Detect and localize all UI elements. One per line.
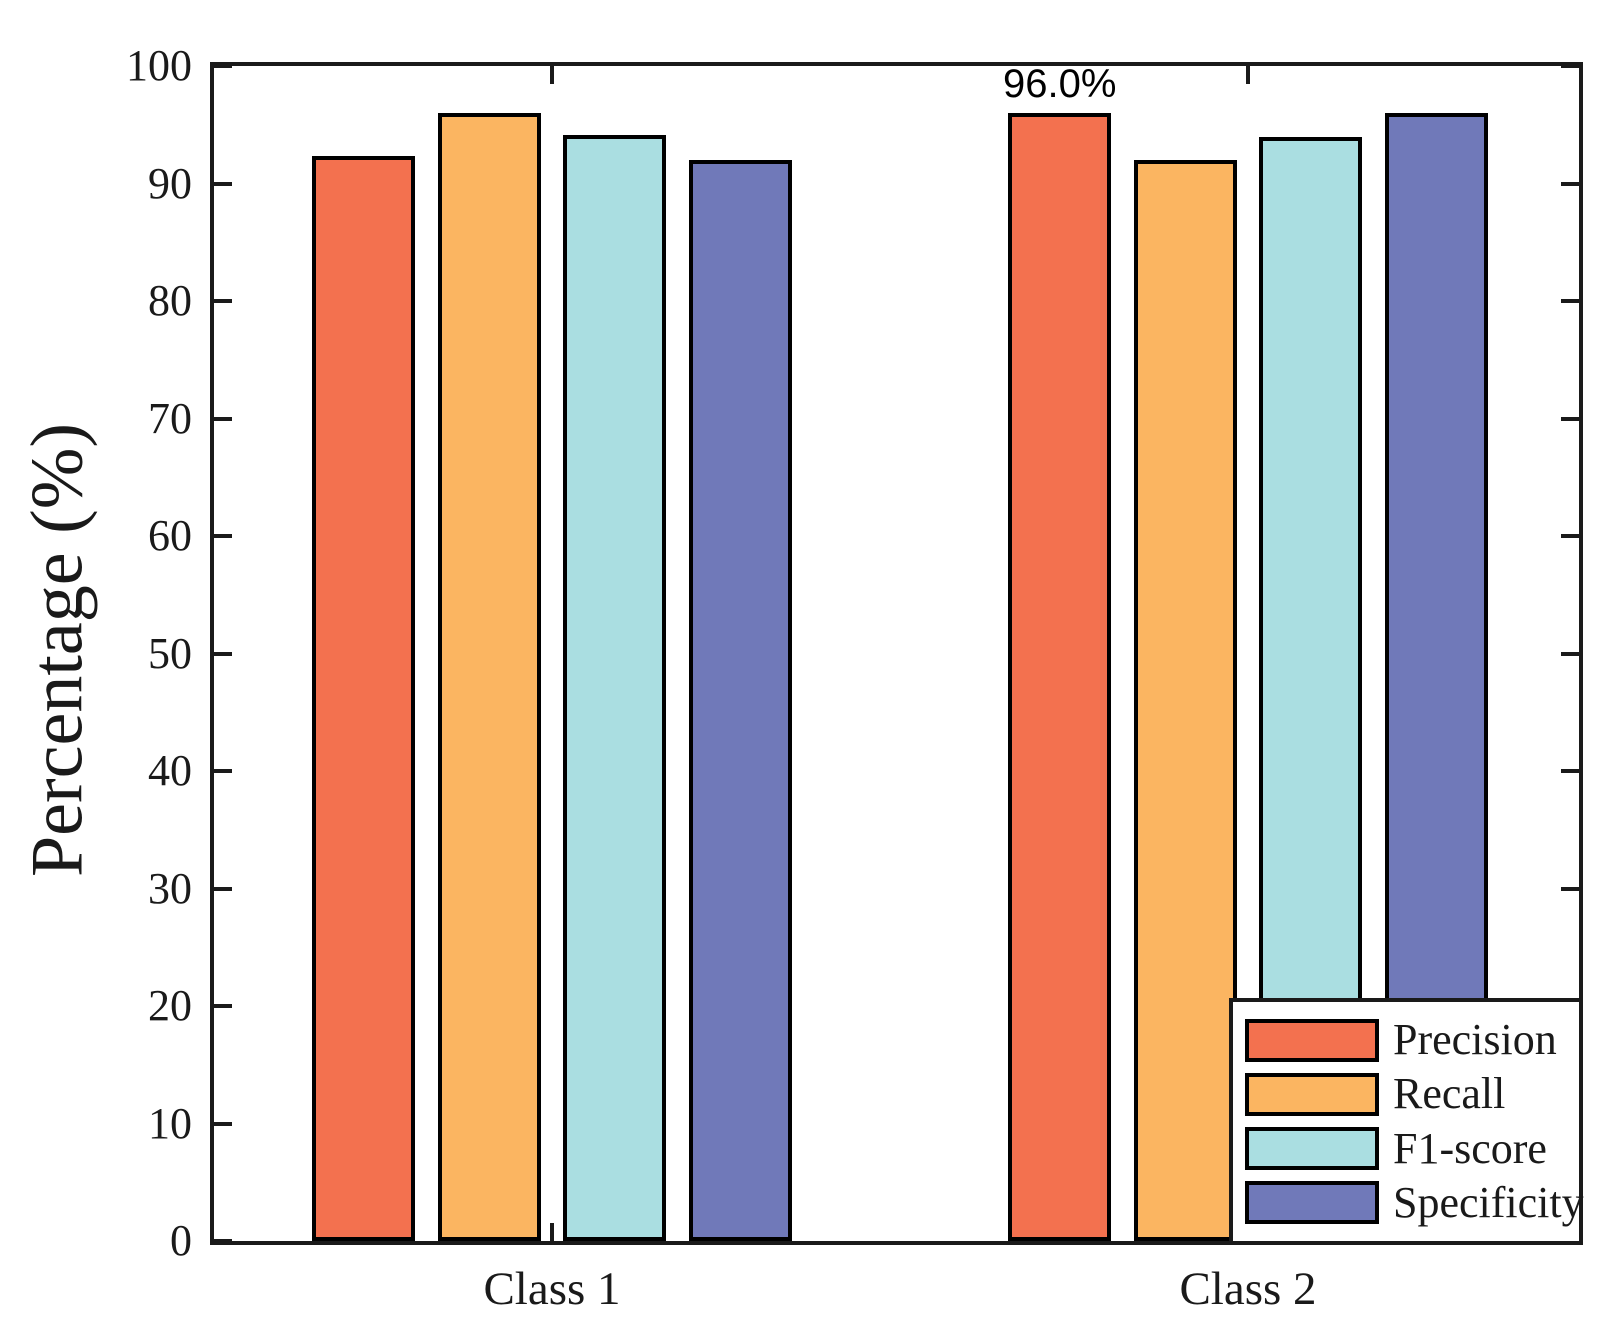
y-tick-right-30 xyxy=(1561,886,1579,891)
bar-precision-class-1 xyxy=(312,156,416,1241)
y-tick-right-50 xyxy=(1561,651,1579,656)
bar-specificity-class-1 xyxy=(688,160,792,1241)
bar-value-annotation: 96.0% xyxy=(1003,62,1117,106)
y-tick-left-90 xyxy=(214,181,232,186)
legend: Precision Recall F1-score Specificity xyxy=(1229,998,1584,1245)
bar-recall-class-1 xyxy=(437,113,541,1241)
plot-area: 96.0% Precision Recall F1-score Specific… xyxy=(210,62,1584,1245)
y-tick-right-90 xyxy=(1561,181,1579,186)
y-tick-label-60: 60 xyxy=(148,511,192,560)
x-tick-label-class-2: Class 2 xyxy=(1179,1263,1317,1315)
y-tick-left-10 xyxy=(214,1121,232,1126)
bar-f1-score-class-1 xyxy=(563,135,667,1241)
y-tick-label-10: 10 xyxy=(148,1098,192,1148)
x-tick-top-class-2 xyxy=(1246,66,1250,84)
legend-label-specificity: Specificity xyxy=(1393,1177,1584,1227)
legend-label-f1-score: F1-score xyxy=(1393,1123,1547,1173)
y-tick-label-30: 30 xyxy=(148,863,192,913)
y-tick-left-40 xyxy=(214,769,232,773)
legend-swatch-precision xyxy=(1245,1018,1379,1062)
y-tick-label-100: 100 xyxy=(126,41,192,90)
y-tick-label-70: 70 xyxy=(148,393,192,443)
y-tick-right-100 xyxy=(1561,64,1579,68)
y-tick-label-50: 50 xyxy=(148,628,192,678)
x-tick-label-class-1: Class 1 xyxy=(483,1263,621,1315)
y-tick-left-100 xyxy=(214,64,232,68)
y-tick-label-20: 20 xyxy=(148,981,192,1030)
legend-label-precision: Precision xyxy=(1393,1015,1557,1065)
legend-swatch-specificity xyxy=(1245,1181,1379,1225)
legend-label-recall: Recall xyxy=(1393,1069,1506,1119)
y-tick-label-80: 80 xyxy=(148,276,192,325)
y-tick-label-90: 90 xyxy=(148,158,192,208)
y-tick-left-0 xyxy=(214,1239,232,1243)
x-tick-bottom-class-1 xyxy=(550,1223,554,1241)
y-tick-right-60 xyxy=(1561,534,1579,538)
y-tick-label-0: 0 xyxy=(170,1216,192,1265)
bar-recall-class-2 xyxy=(1133,160,1237,1241)
y-tick-right-80 xyxy=(1561,299,1579,303)
y-tick-right-70 xyxy=(1561,416,1579,421)
y-tick-left-20 xyxy=(214,1004,232,1008)
y-tick-right-40 xyxy=(1561,769,1579,773)
legend-item-recall: Recall xyxy=(1245,1072,1579,1116)
y-tick-left-70 xyxy=(214,416,232,421)
legend-swatch-f1-score xyxy=(1245,1127,1379,1171)
y-tick-label-40: 40 xyxy=(148,746,192,795)
y-tick-left-80 xyxy=(214,299,232,303)
y-tick-left-60 xyxy=(214,534,232,538)
y-tick-left-50 xyxy=(214,651,232,656)
bar-precision-class-2 xyxy=(1008,113,1112,1241)
legend-item-specificity: Specificity xyxy=(1245,1180,1584,1225)
legend-swatch-recall xyxy=(1245,1072,1379,1116)
legend-item-precision: Precision xyxy=(1245,1018,1579,1062)
x-tick-top-class-1 xyxy=(550,66,554,84)
legend-item-f1-score: F1-score xyxy=(1245,1123,1579,1173)
y-tick-left-30 xyxy=(214,886,232,891)
